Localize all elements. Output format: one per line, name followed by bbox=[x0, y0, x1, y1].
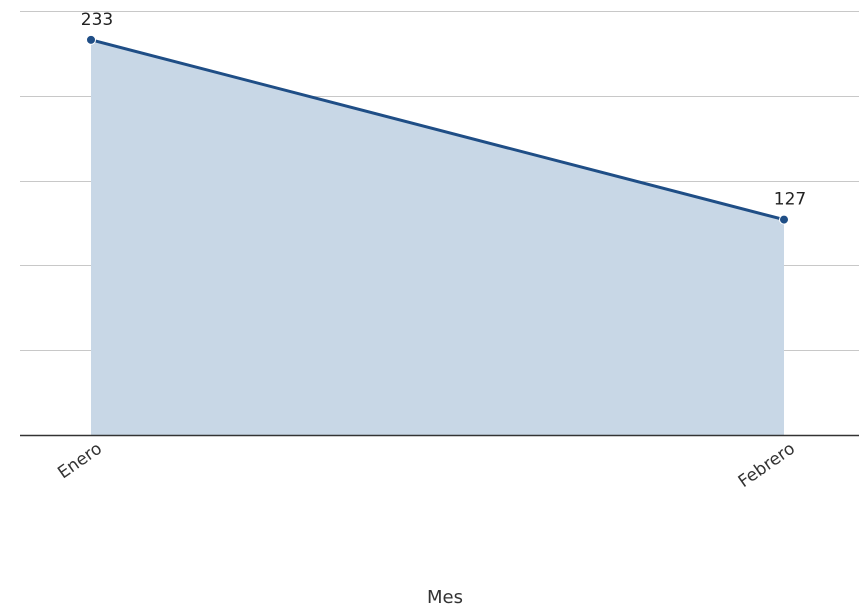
data-label-enero: 233 bbox=[81, 10, 113, 30]
x-tick-label-febrero: Febrero bbox=[735, 439, 799, 492]
data-labels: 233 127 bbox=[81, 10, 806, 210]
x-tick-label-enero: Enero bbox=[54, 439, 106, 483]
x-axis-title: Mes bbox=[427, 587, 463, 608]
data-point-enero bbox=[86, 34, 96, 45]
data-point-febrero bbox=[779, 214, 789, 225]
series-line-group bbox=[90, 38, 785, 222]
x-tick-labels: Enero Febrero bbox=[54, 439, 799, 492]
markers bbox=[86, 34, 789, 225]
area-fill bbox=[91, 39, 784, 435]
series-line bbox=[90, 38, 785, 222]
data-label-febrero: 127 bbox=[774, 190, 806, 210]
area-layer bbox=[91, 39, 784, 435]
